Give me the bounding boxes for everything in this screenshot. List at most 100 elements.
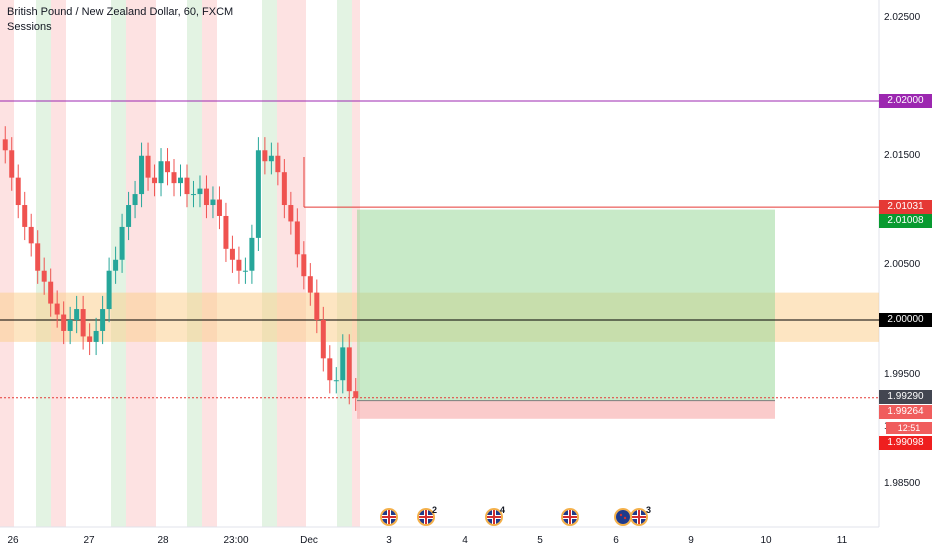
price-tick: 1.98500: [884, 478, 921, 489]
low-price-tag: 1.99098: [879, 436, 932, 450]
candle-body: [61, 314, 67, 331]
candle-body: [41, 270, 47, 282]
candle-body: [93, 330, 99, 342]
candle-body: [216, 199, 222, 216]
candle-body: [54, 303, 60, 315]
time-tick: 23:00: [223, 535, 249, 546]
session-band: [187, 0, 202, 527]
profit-zone: [357, 209, 775, 401]
stop-price-tag: 1.99264: [879, 405, 932, 419]
session-band: [202, 0, 217, 527]
candle-body: [333, 380, 339, 382]
indicator-label[interactable]: Sessions: [7, 21, 52, 33]
price-tick: 1.99500: [884, 369, 921, 380]
session-band: [0, 0, 14, 527]
candle-body: [113, 259, 119, 271]
candle-body: [158, 161, 164, 184]
candle-body: [119, 226, 125, 260]
time-tick: 4: [462, 535, 468, 546]
candle-body: [152, 177, 158, 184]
session-band: [277, 0, 292, 527]
candle-body: [275, 155, 281, 173]
candle-body: [80, 309, 86, 337]
candle-body: [22, 205, 28, 227]
time-tick: 26: [7, 535, 19, 546]
candle-body: [87, 336, 93, 342]
candle-body: [262, 150, 268, 162]
time-tick: 3: [386, 535, 392, 546]
candle-body: [307, 276, 313, 293]
uk-flag-icon[interactable]: [561, 508, 579, 526]
chart-title-block: British Pound / New Zealand Dollar, 60, …: [7, 5, 233, 35]
candle-body: [67, 320, 73, 331]
candle-body: [327, 358, 333, 381]
session-band: [36, 0, 51, 527]
candle-body: [126, 205, 132, 227]
level-top-tag: 2.02000: [879, 94, 932, 108]
candle-body: [184, 177, 190, 195]
session-band: [111, 0, 126, 527]
time-tick: 6: [613, 535, 619, 546]
candle-body: [35, 243, 41, 271]
candle-body: [255, 150, 261, 238]
candle-body: [268, 155, 274, 162]
candle-body: [171, 172, 177, 184]
candle-body: [139, 155, 145, 195]
stop-line-tag: 2.01031: [879, 200, 932, 214]
bar-countdown: 12:51: [886, 422, 932, 434]
event-count: 2: [432, 505, 438, 515]
candle-body: [48, 281, 54, 304]
candle-body: [281, 172, 287, 206]
uk-flag-icon[interactable]: [380, 508, 398, 526]
price-tick: 2.02500: [884, 12, 921, 23]
event-count: 4: [500, 505, 506, 515]
loss-zone: [357, 400, 775, 419]
candle-body: [197, 188, 203, 195]
candle-body: [190, 194, 196, 196]
candle-body: [236, 259, 242, 271]
candle-body: [249, 237, 255, 271]
session-band: [352, 0, 360, 527]
candle-body: [223, 215, 229, 249]
session-band: [262, 0, 277, 527]
candle-body: [229, 248, 235, 260]
uk-flag-icon[interactable]: [630, 508, 648, 526]
time-tick: 27: [83, 535, 95, 546]
candle-body: [346, 347, 352, 392]
last-price-tag: 1.99290: [879, 390, 932, 404]
time-tick: 11: [836, 535, 848, 546]
candle-body: [2, 139, 8, 151]
price-tick: 2.00500: [884, 259, 921, 270]
candle-body: [294, 221, 300, 255]
candle-body: [288, 205, 294, 222]
uk-flag-icon[interactable]: [417, 508, 435, 526]
time-tick: 5: [537, 535, 543, 546]
candle-body: [178, 177, 183, 184]
candle-body: [314, 292, 320, 320]
candle-body: [74, 309, 80, 320]
uk-flag-icon[interactable]: [485, 508, 503, 526]
candle-body: [203, 188, 209, 206]
candle-body: [301, 254, 307, 277]
symbol-title: British Pound / New Zealand Dollar, 60, …: [7, 6, 234, 18]
candle-body: [320, 320, 326, 359]
time-tick: Dec: [300, 535, 318, 546]
candle-body: [210, 199, 216, 206]
candle-body: [9, 150, 15, 178]
time-tick: 9: [688, 535, 694, 546]
candle-body: [28, 226, 34, 244]
candle-body: [165, 161, 171, 173]
candle-body: [106, 270, 112, 310]
candle-body: [242, 270, 248, 272]
time-tick: 28: [157, 535, 169, 546]
session-band: [141, 0, 156, 527]
nz-flag-icon[interactable]: [614, 508, 632, 526]
candle-body: [100, 309, 106, 331]
candle-body: [15, 177, 21, 206]
event-count: 3: [646, 505, 652, 515]
session-band: [51, 0, 66, 527]
session-band: [126, 0, 141, 527]
candle-body: [145, 155, 151, 178]
